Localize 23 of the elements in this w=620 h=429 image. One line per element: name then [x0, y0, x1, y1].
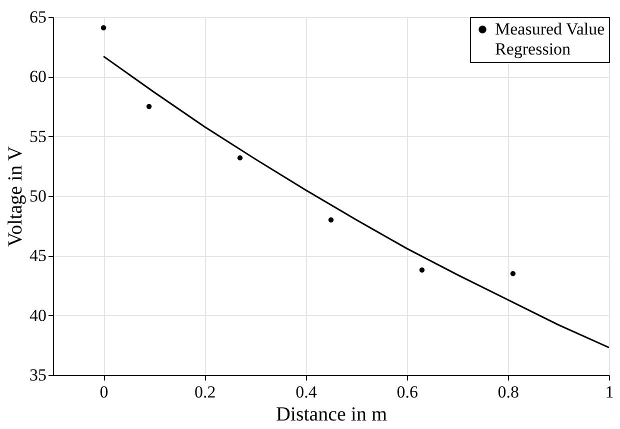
y-tick-label: 45	[30, 246, 46, 266]
x-tick-label: 0	[100, 382, 108, 402]
point	[100, 25, 106, 30]
x-tick-label: 0.6	[396, 382, 418, 402]
y-tick-label: 35	[30, 366, 46, 384]
y-tick-label: 40	[30, 306, 46, 325]
point	[328, 217, 334, 222]
y-tick-label: 50	[30, 186, 46, 206]
x-axis-title: Distance in m	[276, 404, 388, 426]
y-tick-label: 65	[30, 8, 46, 26]
y-tick-label: 60	[30, 67, 46, 86]
point	[419, 267, 425, 273]
y-axis-title: Voltage in V	[4, 146, 26, 247]
x-tick-label: 0.4	[296, 382, 318, 402]
point	[146, 104, 152, 110]
point	[237, 155, 243, 160]
text: Regression	[495, 40, 572, 58]
point	[510, 270, 516, 276]
y-tick-label: 55	[30, 126, 46, 146]
x-tick-label: 1	[605, 382, 614, 402]
legend-label: Measured Value	[495, 20, 605, 38]
x-tick-label: 0.2	[194, 382, 216, 402]
x-tick-label: 0.8	[498, 382, 520, 402]
